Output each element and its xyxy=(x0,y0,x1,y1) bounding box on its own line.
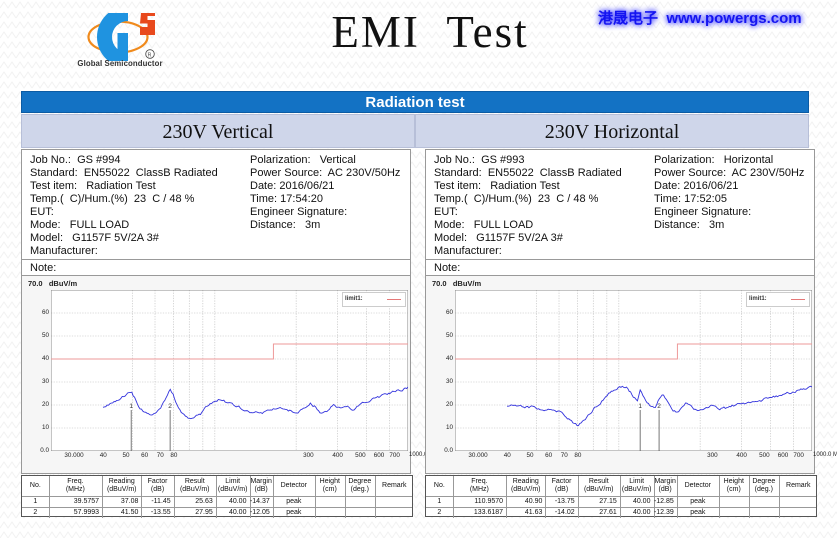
svg-text:2: 2 xyxy=(657,403,661,410)
svg-text:2: 2 xyxy=(168,403,172,410)
svg-text:1: 1 xyxy=(129,403,133,410)
svg-text:1: 1 xyxy=(638,403,642,410)
svg-text:R: R xyxy=(148,52,152,58)
